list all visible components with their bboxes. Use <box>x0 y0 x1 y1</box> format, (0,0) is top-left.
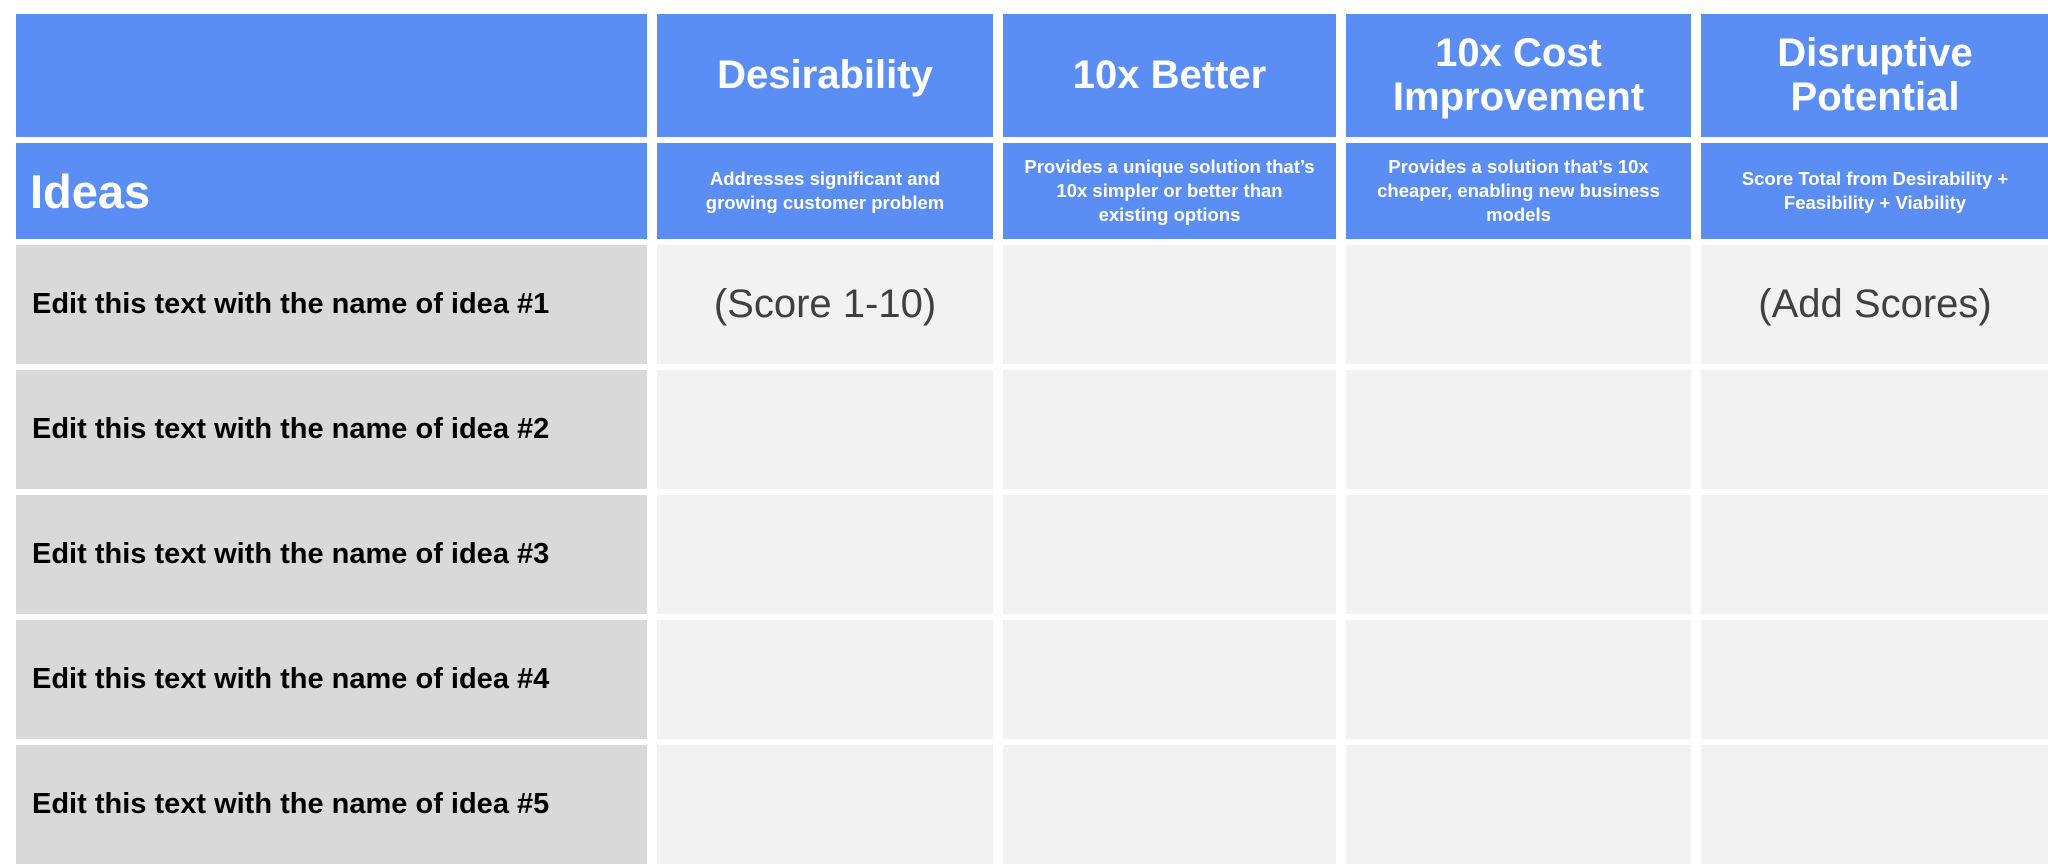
score-cell[interactable] <box>1701 745 2048 864</box>
score-cell[interactable] <box>1003 620 1336 739</box>
idea-name-cell[interactable]: Edit this text with the name of idea #5 <box>16 745 647 864</box>
idea-name-cell[interactable]: Edit this text with the name of idea #1 <box>16 245 647 364</box>
score-cell[interactable] <box>1003 245 1336 364</box>
column-title-10x-cost-improvement: 10x Cost Improvement <box>1346 14 1691 137</box>
idea-name-cell[interactable]: Edit this text with the name of idea #3 <box>16 495 647 614</box>
score-cell[interactable] <box>1003 745 1336 864</box>
score-cell[interactable] <box>1003 495 1336 614</box>
score-cell[interactable]: (Score 1-10) <box>657 245 993 364</box>
idea-scoring-table: Desirability 10x Better 10x Cost Improve… <box>16 14 2048 864</box>
score-cell[interactable] <box>1346 245 1691 364</box>
score-cell[interactable] <box>1346 745 1691 864</box>
column-title-desirability: Desirability <box>657 14 993 137</box>
ideas-heading: Ideas <box>16 143 647 239</box>
header-corner-cell <box>16 14 647 137</box>
score-cell[interactable]: (Add Scores) <box>1701 245 2048 364</box>
column-description-10x-better: Provides a unique solution that’s 10x si… <box>1003 143 1336 239</box>
score-cell[interactable] <box>1701 495 2048 614</box>
column-description-disruptive-potential: Score Total from Desirability + Feasibil… <box>1701 143 2048 239</box>
column-description-10x-cost-improvement: Provides a solution that’s 10x cheaper, … <box>1346 143 1691 239</box>
score-cell[interactable] <box>657 745 993 864</box>
column-title-disruptive-potential: Disruptive Potential <box>1701 14 2048 137</box>
column-title-10x-better: 10x Better <box>1003 14 1336 137</box>
score-cell[interactable] <box>657 620 993 739</box>
idea-name-cell[interactable]: Edit this text with the name of idea #4 <box>16 620 647 739</box>
score-cell[interactable] <box>657 495 993 614</box>
score-cell[interactable] <box>1701 370 2048 489</box>
score-cell[interactable] <box>657 370 993 489</box>
score-cell[interactable] <box>1701 620 2048 739</box>
score-cell[interactable] <box>1346 620 1691 739</box>
score-cell[interactable] <box>1003 370 1336 489</box>
score-cell[interactable] <box>1346 495 1691 614</box>
column-description-desirability: Addresses significant and growing custom… <box>657 143 993 239</box>
score-cell[interactable] <box>1346 370 1691 489</box>
idea-name-cell[interactable]: Edit this text with the name of idea #2 <box>16 370 647 489</box>
